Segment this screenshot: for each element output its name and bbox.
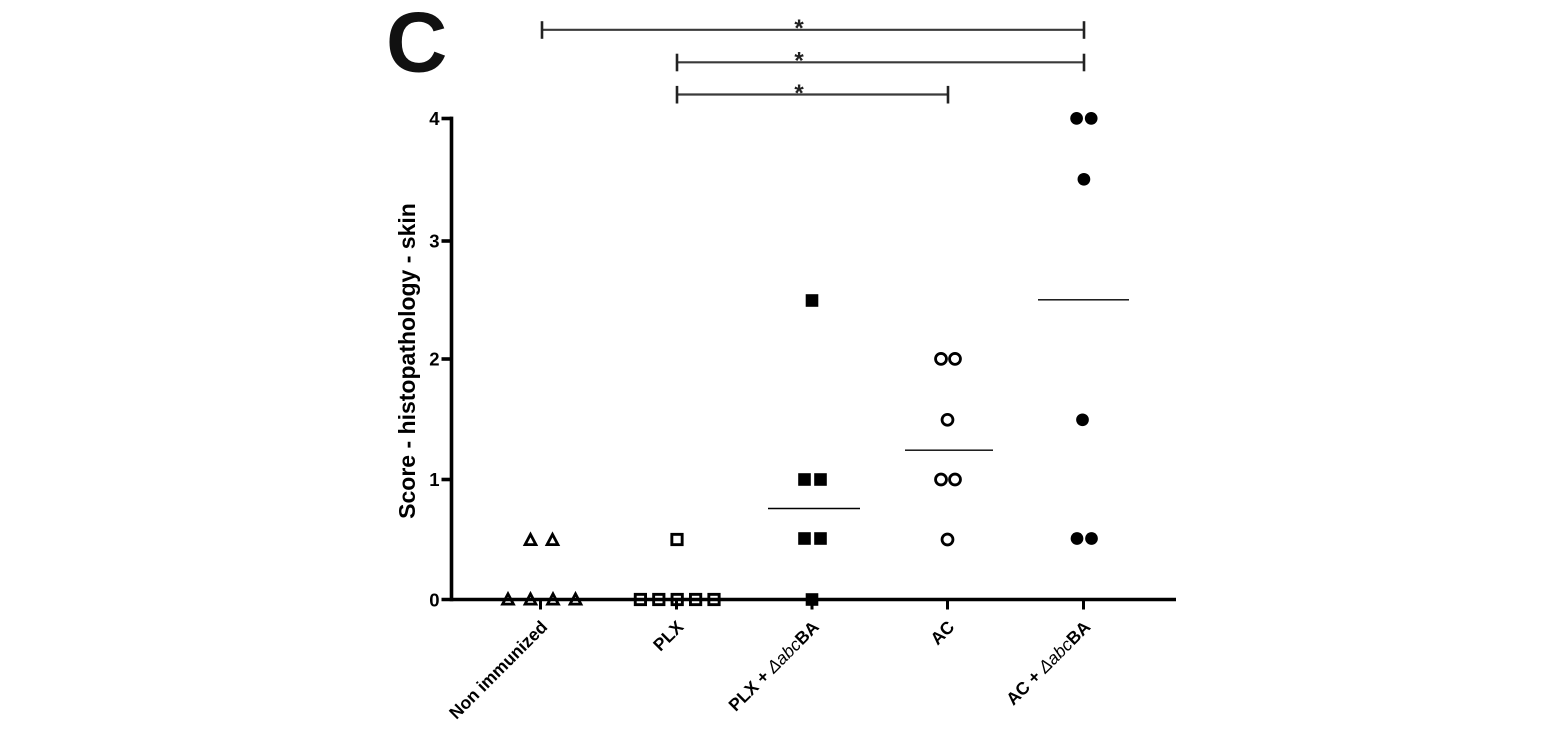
svg-text:*: * bbox=[794, 15, 804, 42]
svg-text:2: 2 bbox=[429, 349, 439, 370]
svg-text:*: * bbox=[794, 48, 804, 75]
svg-text:1: 1 bbox=[429, 469, 439, 490]
svg-text:0: 0 bbox=[429, 590, 439, 611]
svg-text:C: C bbox=[386, 0, 447, 91]
svg-text:3: 3 bbox=[429, 231, 439, 252]
svg-text:*: * bbox=[794, 80, 804, 107]
svg-text:Score - histopathology - skin: Score - histopathology - skin bbox=[394, 203, 420, 519]
svg-text:4: 4 bbox=[429, 108, 440, 129]
